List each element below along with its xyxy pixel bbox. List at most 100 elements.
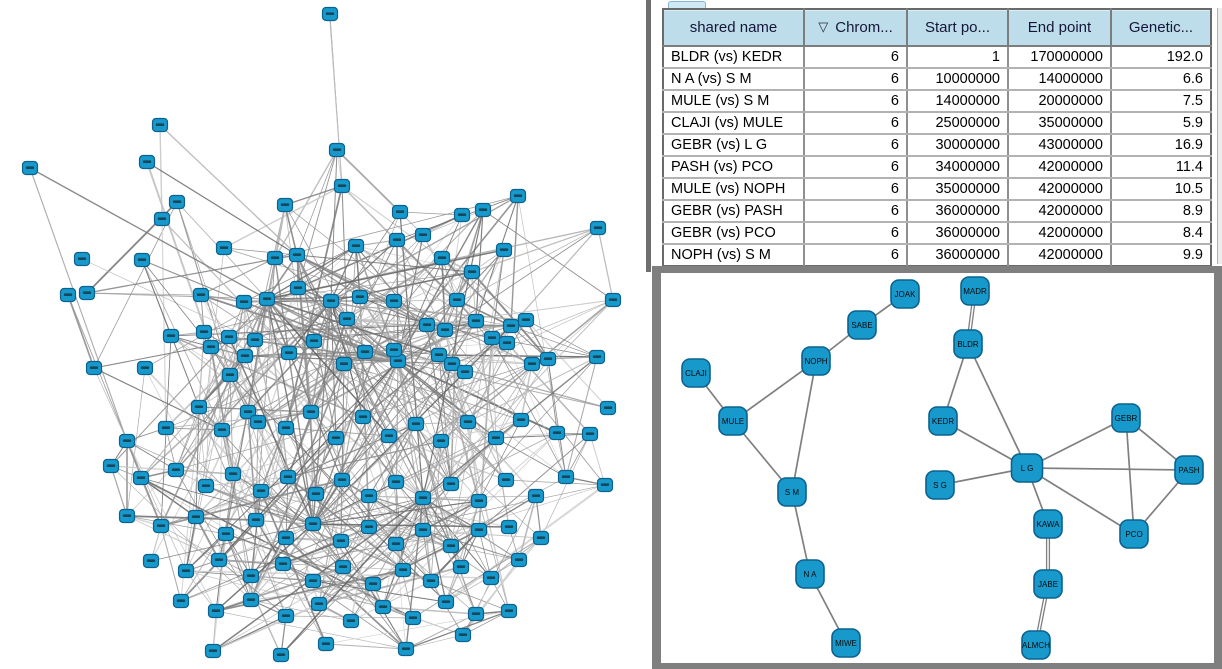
graph-edge[interactable] [315,493,344,568]
graph-edge[interactable] [312,360,399,525]
graph-edge[interactable] [330,239,398,302]
graph-edge[interactable] [422,497,447,603]
graph-edge[interactable] [450,371,466,485]
graph-edge[interactable] [430,440,442,582]
graph-node[interactable] [801,346,831,376]
graph-edge[interactable] [215,523,314,612]
graph-edge[interactable] [967,343,1028,469]
graph-edge[interactable] [1026,467,1190,471]
graph-edge[interactable] [491,337,567,478]
graph-edge[interactable] [330,149,338,302]
graph-edge[interactable] [422,299,614,499]
graph-edge[interactable] [395,529,480,545]
graph-edge[interactable] [405,613,477,650]
graph-node[interactable] [1033,509,1063,539]
graph-edge[interactable] [266,245,357,300]
graph-edge[interactable] [329,19,343,187]
graph-edge[interactable] [287,437,337,478]
graph-edge[interactable] [312,523,407,650]
graph-edge[interactable] [185,516,197,572]
graph-edge[interactable] [312,479,343,525]
graph-edge[interactable] [397,209,484,362]
graph-edge[interactable] [195,516,220,561]
graph-edge[interactable] [254,339,289,478]
graph-edge[interactable] [247,411,314,525]
graph-edge[interactable] [266,298,366,353]
graph-edge[interactable] [444,483,607,604]
graph-edge[interactable] [422,356,598,499]
graph-edge[interactable] [257,363,345,423]
graph-edge[interactable] [364,257,443,353]
graph-edge[interactable] [198,257,443,408]
graph-edge[interactable] [285,537,407,650]
graph-edge[interactable] [141,259,245,303]
graph-node[interactable] [718,406,748,436]
graph-edge[interactable] [330,300,493,339]
graph-edge[interactable] [140,477,414,619]
graph-edge[interactable] [444,329,522,421]
graph-edge[interactable] [475,537,542,615]
graph-edge[interactable] [266,298,397,483]
graph-edge[interactable] [315,325,512,495]
graph-edge[interactable] [368,320,477,497]
graph-edge[interactable] [399,211,463,216]
graph-edge[interactable] [441,257,512,327]
graph-edge[interactable] [310,351,366,413]
graph-edge[interactable] [510,195,519,327]
graph-edge[interactable] [274,257,399,362]
graph-edge[interactable] [415,421,469,425]
graph-edge[interactable] [161,218,290,354]
graph-edge[interactable] [368,495,424,499]
graph-edge[interactable] [393,300,452,485]
graph-edge[interactable] [495,363,533,439]
graph-edge[interactable] [67,294,95,369]
graph-edge[interactable] [330,300,507,481]
graph-edge[interactable] [185,301,245,572]
graph-edge[interactable] [422,497,477,615]
graph-edge[interactable] [266,249,505,300]
graph-edge[interactable] [160,490,262,527]
panel-divider[interactable] [646,0,651,272]
graph-edge[interactable] [362,358,549,418]
graph-edge[interactable] [280,483,452,656]
graph-edge[interactable] [266,298,399,362]
graph-edge[interactable] [126,440,217,612]
graph-edge[interactable] [296,254,473,273]
graph-edge[interactable] [180,497,424,602]
graph-edge[interactable] [359,296,395,351]
graph-edge[interactable] [165,411,312,429]
graph-edge[interactable] [266,298,440,356]
graph-edge[interactable] [440,419,522,442]
graph-edge[interactable] [285,537,342,542]
table-row[interactable]: GEBR (vs) PASH 6 36000000 42000000 8.9 [663,200,1211,223]
graph-edge[interactable] [312,363,533,525]
graph-edge[interactable] [350,566,462,622]
graph-edge[interactable] [250,599,352,622]
graph-edge[interactable] [285,360,399,617]
graph-edge[interactable] [471,271,477,322]
graph-edge[interactable] [250,583,374,601]
graph-edge[interactable] [462,559,520,636]
graph-edge[interactable] [791,360,817,493]
column-header[interactable]: Genetic... [1111,9,1211,47]
graph-edge[interactable] [355,245,458,301]
graph-node[interactable] [847,310,877,340]
graph-edge[interactable] [296,254,345,365]
graph-edge[interactable] [565,356,598,478]
graph-edge[interactable] [330,300,337,439]
graph-edge[interactable] [397,214,463,362]
graph-edge[interactable] [325,643,407,650]
graph-edge[interactable] [110,465,252,601]
table-row[interactable]: NOPH (vs) S M 6 36000000 42000000 9.9 [663,244,1211,266]
graph-edge[interactable] [340,360,399,542]
graph-edge[interactable] [247,204,286,413]
graph-edge[interactable] [362,416,424,499]
graph-edge[interactable] [175,416,364,471]
graph-edge[interactable] [221,429,284,565]
graph-edge[interactable] [170,335,231,376]
graph-edge[interactable] [397,329,446,362]
graph-edge[interactable] [232,473,314,525]
graph-edge[interactable] [397,360,497,439]
graph-edge[interactable] [456,299,512,327]
graph-edge[interactable] [1026,417,1127,469]
